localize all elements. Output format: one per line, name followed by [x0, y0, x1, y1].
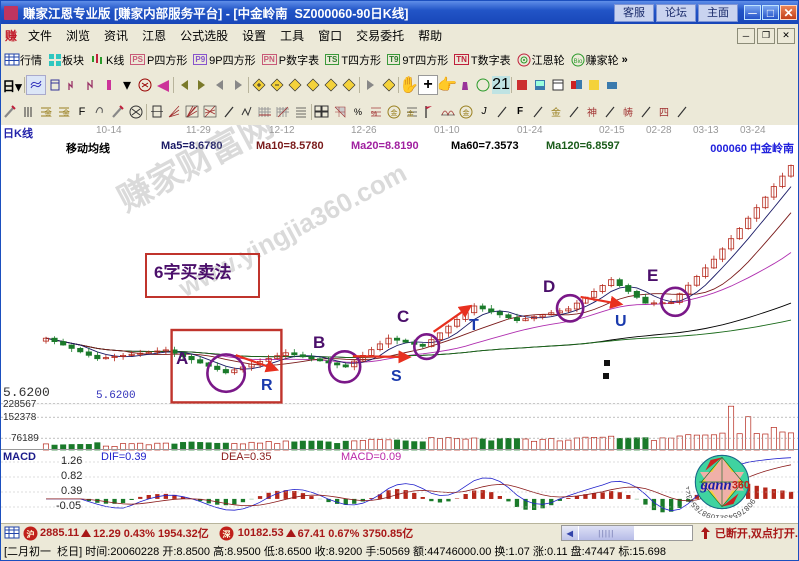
svg-text:金: 金 [391, 108, 398, 117]
svg-text:金: 金 [463, 108, 470, 117]
svg-text:深: 深 [222, 529, 230, 539]
svg-text:沪: 沪 [27, 529, 35, 539]
svg-text:金: 金 [62, 108, 70, 118]
svg-text:金: 金 [44, 108, 52, 118]
svg-text:%: % [371, 111, 377, 118]
svg-text:金: 金 [407, 109, 414, 118]
svg-text:Bio: Bio [573, 59, 582, 65]
